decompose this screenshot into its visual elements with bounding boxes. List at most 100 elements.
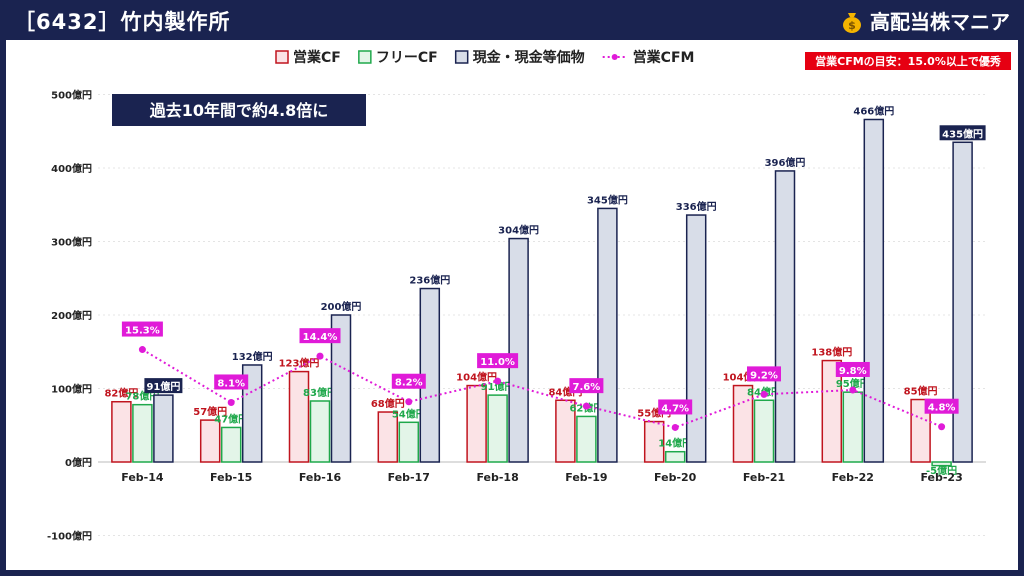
bar <box>466 384 487 463</box>
bar <box>931 461 952 467</box>
bar <box>685 214 707 463</box>
bar <box>111 400 132 463</box>
y-tick-label: 0億円 <box>65 456 92 469</box>
criteria-note: 営業CFMの目安：15.0%以上で優秀 <box>815 54 1001 68</box>
margin-label-box <box>747 366 781 382</box>
margin-point <box>494 377 502 385</box>
margin-point <box>138 346 146 354</box>
margin-label: 8.1% <box>217 378 245 389</box>
margin-label-box <box>477 353 519 369</box>
margin-point <box>849 386 857 394</box>
data-label: 138億円 <box>811 346 852 359</box>
margin-point <box>938 423 946 431</box>
x-tick-label: Feb-14 <box>121 471 164 484</box>
bar <box>330 314 352 463</box>
x-tick-label: Feb-19 <box>565 471 607 484</box>
bar <box>487 394 508 463</box>
margin-label: 9.8% <box>839 366 867 377</box>
x-tick-label: Feb-16 <box>299 471 342 484</box>
annotation-box <box>112 94 366 126</box>
margin-line <box>141 348 942 429</box>
legend-marker <box>611 54 618 60</box>
y-tick-label: 300億円 <box>51 236 92 249</box>
data-label: 200億円 <box>321 300 362 313</box>
data-label: 345億円 <box>587 193 628 206</box>
bar <box>288 370 310 463</box>
data-label: 466億円 <box>853 104 894 117</box>
brand-name: 高配当株マニア <box>870 10 1010 34</box>
bar <box>508 237 529 463</box>
margin-point <box>760 390 768 398</box>
bar <box>220 426 242 463</box>
x-tick-label: Feb-18 <box>476 471 518 484</box>
data-label: 132億円 <box>232 350 273 363</box>
svg-text:$: $ <box>848 19 856 32</box>
bar <box>774 170 796 463</box>
bar <box>576 415 597 463</box>
margin-label-box <box>658 399 693 415</box>
data-label: 336億円 <box>676 200 717 213</box>
data-label: 104億円 <box>456 371 497 384</box>
y-tick-label: 500億円 <box>51 89 92 102</box>
data-label: 123億円 <box>279 357 320 370</box>
annotation-text: 過去10年間で約4.8倍に <box>149 101 329 120</box>
margin-label: 14.4% <box>303 332 338 343</box>
margin-label: 11.0% <box>480 357 515 368</box>
margin-label-box <box>299 328 341 344</box>
data-label-box <box>939 125 986 141</box>
bar <box>664 450 686 463</box>
data-label: 396億円 <box>765 156 806 169</box>
legend-swatch <box>454 50 469 64</box>
margin-label-box <box>924 398 959 414</box>
bar <box>132 403 153 463</box>
legend-swatch <box>358 50 372 64</box>
margin-label: 7.6% <box>573 382 601 393</box>
margin-label-box <box>391 373 426 389</box>
bar <box>377 411 399 463</box>
x-tick-label: Feb-15 <box>210 471 252 484</box>
money-bag-icon: $ <box>843 13 861 33</box>
data-label: 85億円 <box>904 385 938 398</box>
y-tick-label: 100億円 <box>51 383 92 396</box>
bar <box>952 141 973 463</box>
bar <box>153 394 174 463</box>
data-label: 82億円 <box>104 387 138 400</box>
y-tick-label: -100億円 <box>47 530 92 543</box>
data-label: 304億円 <box>498 224 539 237</box>
data-label: 236億円 <box>409 274 450 287</box>
legend-label: 営業CF <box>293 49 341 66</box>
x-tick-label: Feb-23 <box>920 471 962 484</box>
brand: $ 高配当株マニア <box>840 6 1010 38</box>
margin-point <box>227 398 235 406</box>
page-title: ［6432］竹内製作所 <box>14 10 231 34</box>
legend-label: 現金・現金等価物 <box>473 49 585 66</box>
bar <box>842 391 864 463</box>
data-label: 91億円 <box>146 380 180 393</box>
cashflow-chart: -100億円 0億円 100億円 200億円 300億円 400億円 500億円 Feb-14… <box>47 49 1011 543</box>
data-label: 54億円 <box>392 407 426 420</box>
legend-label: 営業CFM <box>633 49 695 66</box>
margin-point <box>316 352 324 360</box>
margin-point <box>671 423 679 431</box>
bar <box>555 399 576 463</box>
margin-label: 4.8% <box>928 403 956 414</box>
chart-panel: -100億円 0億円 100億円 200億円 300億円 400億円 500億円 Feb-14… <box>6 40 1018 570</box>
bar <box>398 421 420 463</box>
margin-point <box>405 398 413 406</box>
margin-label: 4.7% <box>661 403 689 414</box>
margin-label-box <box>835 361 870 377</box>
margin-label-box <box>121 321 163 337</box>
bar <box>821 359 843 463</box>
margin-label-box <box>569 378 604 394</box>
margin-point <box>582 402 590 410</box>
legend-swatch <box>275 50 289 64</box>
data-label: -5億円 <box>926 464 957 477</box>
margin-label: 9.2% <box>750 370 778 381</box>
data-label-box <box>144 378 183 394</box>
bar <box>753 399 775 463</box>
x-tick-label: Feb-22 <box>832 471 874 484</box>
x-tick-label: Feb-21 <box>743 471 785 484</box>
bar <box>597 207 618 463</box>
x-tick-label: Feb-17 <box>388 471 430 484</box>
